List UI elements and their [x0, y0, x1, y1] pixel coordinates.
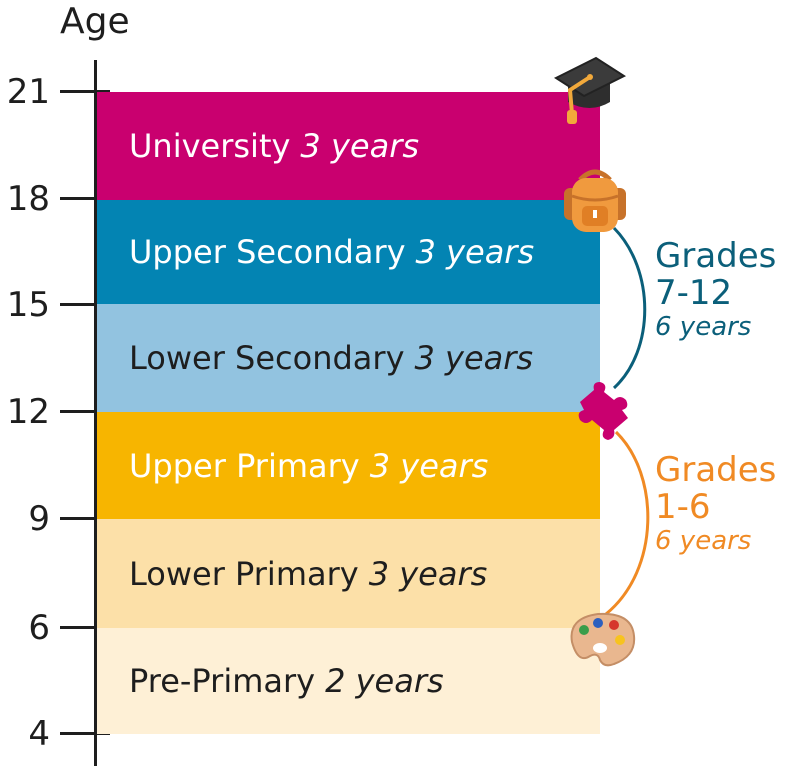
tick-label: 4	[28, 714, 50, 754]
stage-name: Lower Primary	[129, 554, 359, 593]
stage-name: Upper Primary	[129, 446, 360, 485]
group-duration: 6 years	[655, 311, 752, 342]
stage-upper-primary: Upper Primary 3 years	[97, 412, 600, 519]
stage-duration: 3 years	[300, 127, 420, 165]
tick-mark	[60, 626, 110, 629]
tick-label: 18	[6, 179, 50, 219]
tick-mark	[60, 90, 110, 93]
puzzle-piece-icon	[578, 382, 628, 440]
stage-duration: 3 years	[414, 339, 534, 377]
group-grades-7-12: Grades 7-12 6 years	[655, 236, 777, 342]
tick-mark	[60, 410, 110, 413]
group-heading: Grades	[655, 450, 777, 490]
paint-palette-icon	[570, 612, 636, 667]
tick-mark	[60, 517, 110, 520]
stage-name: Lower Secondary	[129, 339, 405, 377]
stage-duration: 3 years	[415, 233, 535, 271]
stage-name: Upper Secondary	[129, 233, 406, 271]
stage-pre-primary: Pre-Primary 2 years	[97, 628, 600, 734]
group-range: 1-6	[655, 487, 711, 528]
age-axis-line	[94, 60, 97, 766]
stage-duration: 3 years	[369, 446, 489, 485]
stage-upper-secondary: Upper Secondary 3 years	[97, 200, 600, 304]
stage-name: Pre-Primary	[129, 662, 316, 700]
stage-name: University	[129, 127, 291, 165]
group-heading: Grades	[655, 236, 777, 276]
stage-lower-secondary: Lower Secondary 3 years	[97, 304, 600, 412]
tick-mark	[60, 303, 110, 306]
stage-university: University 3 years	[97, 92, 600, 200]
tick-label: 15	[6, 285, 50, 325]
tick-label: 21	[6, 72, 50, 112]
tick-mark	[60, 732, 110, 735]
tick-mark	[60, 197, 110, 200]
stage-lower-primary: Lower Primary 3 years	[97, 519, 600, 628]
stage-duration: 2 years	[325, 662, 444, 700]
tick-label: 6	[28, 608, 50, 648]
group-range: 7-12	[655, 273, 733, 314]
tick-label: 9	[28, 499, 50, 539]
group-grades-1-6: Grades 1-6 6 years	[655, 450, 777, 556]
graduation-cap-icon	[553, 56, 627, 124]
bracket-arc-grades-1-6	[605, 430, 650, 616]
backpack-icon	[564, 169, 626, 232]
axis-title: Age	[60, 1, 130, 42]
group-duration: 6 years	[655, 525, 752, 556]
stage-duration: 3 years	[368, 554, 488, 593]
bracket-arc-grades-7-12	[612, 226, 647, 390]
tick-label: 12	[6, 392, 50, 432]
